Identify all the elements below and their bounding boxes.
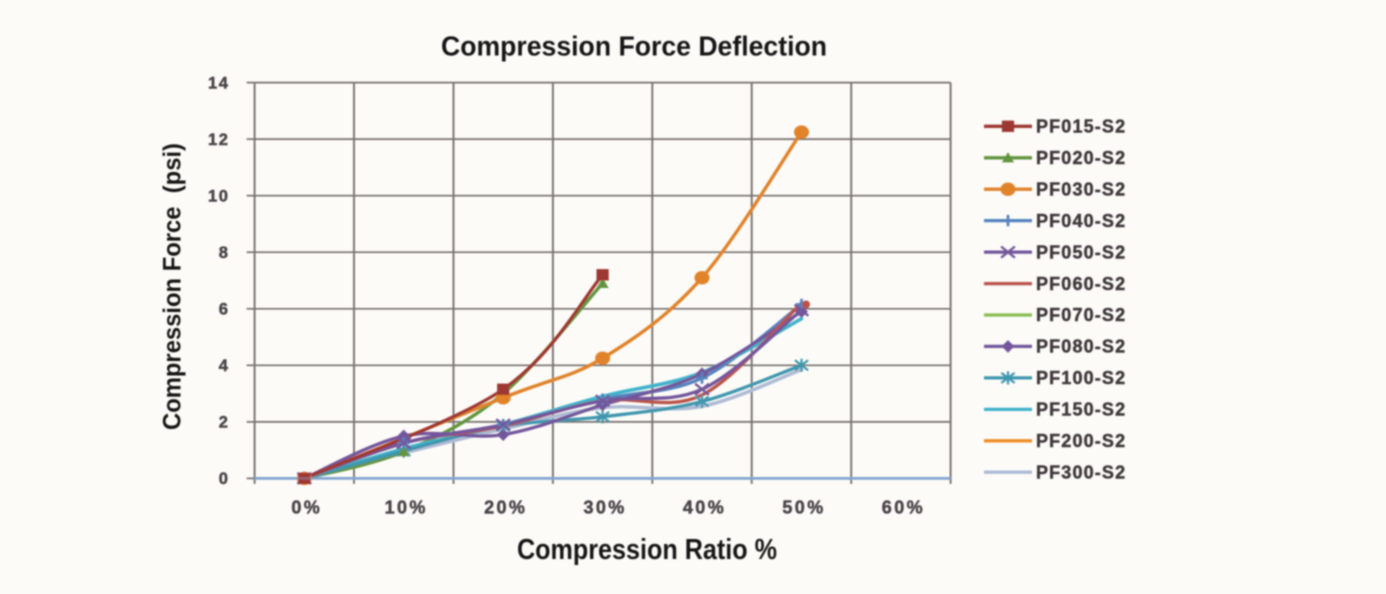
svg-text:30%: 30% bbox=[583, 498, 626, 518]
svg-text:10: 10 bbox=[208, 188, 230, 206]
svg-text:PF020-S2: PF020-S2 bbox=[1036, 148, 1126, 168]
svg-text:4: 4 bbox=[219, 357, 230, 375]
svg-text:8: 8 bbox=[219, 244, 230, 262]
svg-text:2: 2 bbox=[219, 414, 230, 432]
svg-text:20%: 20% bbox=[484, 498, 527, 518]
svg-text:40%: 40% bbox=[683, 498, 726, 518]
svg-text:0%: 0% bbox=[291, 498, 322, 518]
svg-text:PF060-S2: PF060-S2 bbox=[1036, 274, 1126, 294]
svg-text:0: 0 bbox=[219, 470, 230, 488]
svg-text:Compression Force (psi): Compression Force (psi) bbox=[159, 143, 187, 430]
svg-text:PF100-S2: PF100-S2 bbox=[1036, 368, 1126, 388]
svg-text:PF070-S2: PF070-S2 bbox=[1036, 305, 1126, 325]
svg-text:PF150-S2: PF150-S2 bbox=[1036, 400, 1126, 420]
svg-text:50%: 50% bbox=[782, 498, 825, 518]
svg-text:14: 14 bbox=[208, 74, 230, 92]
svg-text:60%: 60% bbox=[882, 498, 925, 518]
svg-text:PF015-S2: PF015-S2 bbox=[1036, 117, 1126, 137]
svg-text:PF030-S2: PF030-S2 bbox=[1036, 179, 1126, 199]
svg-text:PF040-S2: PF040-S2 bbox=[1036, 211, 1126, 231]
svg-text:PF300-S2: PF300-S2 bbox=[1036, 462, 1126, 482]
svg-text:PF050-S2: PF050-S2 bbox=[1036, 242, 1126, 262]
svg-text:12: 12 bbox=[208, 131, 230, 149]
svg-text:PF080-S2: PF080-S2 bbox=[1036, 337, 1126, 357]
svg-text:Compression Force Deflection: Compression Force Deflection bbox=[441, 31, 827, 62]
svg-text:PF200-S2: PF200-S2 bbox=[1036, 431, 1126, 451]
svg-text:Compression Ratio %: Compression Ratio % bbox=[517, 534, 777, 566]
svg-text:10%: 10% bbox=[385, 498, 428, 518]
svg-text:6: 6 bbox=[219, 301, 230, 319]
